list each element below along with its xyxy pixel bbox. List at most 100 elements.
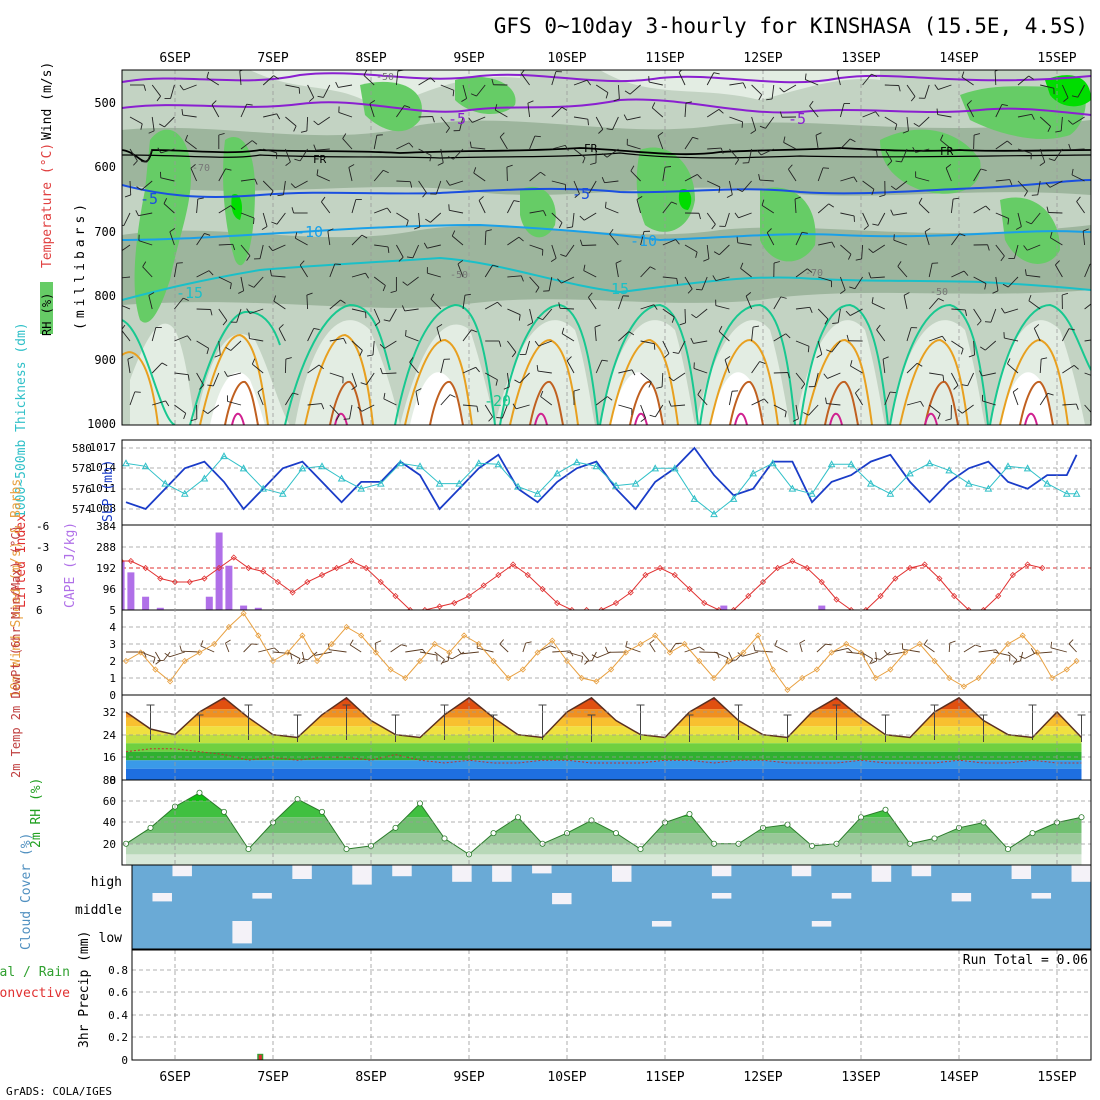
wind-barb [329,337,344,342]
wind-speed-marker [299,632,306,639]
wind-barb-flag [351,385,357,391]
wind-barb [963,644,976,653]
wind-barb [795,232,803,246]
thickness-marker [514,482,522,490]
wind-barb [351,308,366,313]
wind-barb [252,363,264,374]
cloud-bar [611,881,632,893]
cloud-bar [731,893,752,921]
contour-label: -50 [450,270,468,281]
wind-barb-flag [734,212,739,219]
wind-barb-flag [229,283,232,290]
wind-barb-flag [794,196,801,200]
wind-barb-flag [574,193,580,198]
wind-barb-flag [430,77,436,83]
wind-barb-flag [697,389,702,395]
wind-barb-flag [752,325,760,328]
wind-barb-flag [916,362,923,367]
thickness-marker [200,474,209,482]
wind-barb-flag [992,290,999,294]
rh-legend-label: RH (%) [40,293,54,336]
wind-barb [540,396,553,406]
wind-barb-flag [615,260,622,264]
wind-barb [948,642,951,653]
wind-speed-marker [652,632,659,639]
wind-barb-flag [299,260,305,266]
wind-barb-flag [365,272,369,279]
wind-barb [295,180,308,189]
wind-barb-flag [942,375,945,382]
wind-barb [1039,116,1051,127]
temp-contour-green [889,303,989,425]
wind-barb [795,268,808,278]
wind-barb [374,207,388,214]
wind-barb [629,84,641,95]
pressure-tick: 800 [94,289,116,303]
wind-speed-marker [637,640,644,648]
wind-barb-flag [740,262,744,269]
date-label: 9SEP [453,1070,484,1085]
wind-barb-flag [318,364,324,370]
wind-barb [862,180,875,190]
wind-barb-flag [845,310,851,316]
wind-barb [693,340,708,344]
cloud-bar [471,893,493,921]
wind-barb-flag [1023,245,1028,251]
wind-barb-flag [485,229,492,232]
slp-panel-frame [121,439,1092,526]
wind-barb-flag [276,113,281,120]
cloud-bar [1031,898,1052,921]
rh-marker [931,835,938,842]
date-label: 13SEP [841,51,880,66]
wind-barb [462,295,466,310]
wind-barb-flag [136,186,142,191]
date-label: 6SEP [159,51,190,66]
wind-barb-flag [334,263,341,265]
wind-barb-flag [222,320,228,326]
cloud-bar [911,921,932,949]
wind-barb [383,398,397,406]
wind-barb [795,306,810,310]
wind-barb [272,651,291,655]
cloud-bar [631,921,652,949]
cloud-panel-frame [131,864,1092,950]
wind-barb [521,73,530,86]
wind-barb-flag [316,169,319,176]
wind-barb-flag [1000,255,1005,262]
wind-barb [1017,180,1028,192]
wind-barb-flag [902,130,909,134]
wind-barb-flag [379,344,385,349]
wind-barb-flag [163,198,168,204]
lifted-index-marker [759,578,767,586]
wind-barb [323,84,331,98]
wind-speed-marker [461,632,468,639]
wind-barb [1050,237,1063,246]
precip-tick: 0.6 [108,986,128,999]
wind-barb [430,298,442,310]
wind-barb-flag [1082,228,1089,232]
slp-tick: 1014 [90,461,117,474]
wind-barb-flag [583,191,590,194]
wind-barb-flag [335,415,340,421]
upper-panel-frame [121,69,1092,426]
cloud-bar [171,921,193,949]
wind-barb [462,329,472,342]
wind-barb [495,109,508,118]
lifted-index-marker [333,564,340,572]
wind-barb [745,295,753,310]
wind-barb [862,148,877,152]
wind-barb-flag [964,309,968,316]
thickness-line [125,455,1077,515]
wind-barb-flag [870,660,877,664]
wind-speed-marker [225,623,232,631]
wind-barb [307,403,322,406]
wind-barb [565,244,575,257]
rh-marker [613,830,620,837]
lifted-index-marker [363,564,370,572]
li-tick: 3 [36,583,43,596]
wind-barb-flag [785,333,791,339]
precip-panel-frame [131,949,1092,1061]
wind-barb [351,272,366,278]
temp-contour-fr [122,152,1091,159]
